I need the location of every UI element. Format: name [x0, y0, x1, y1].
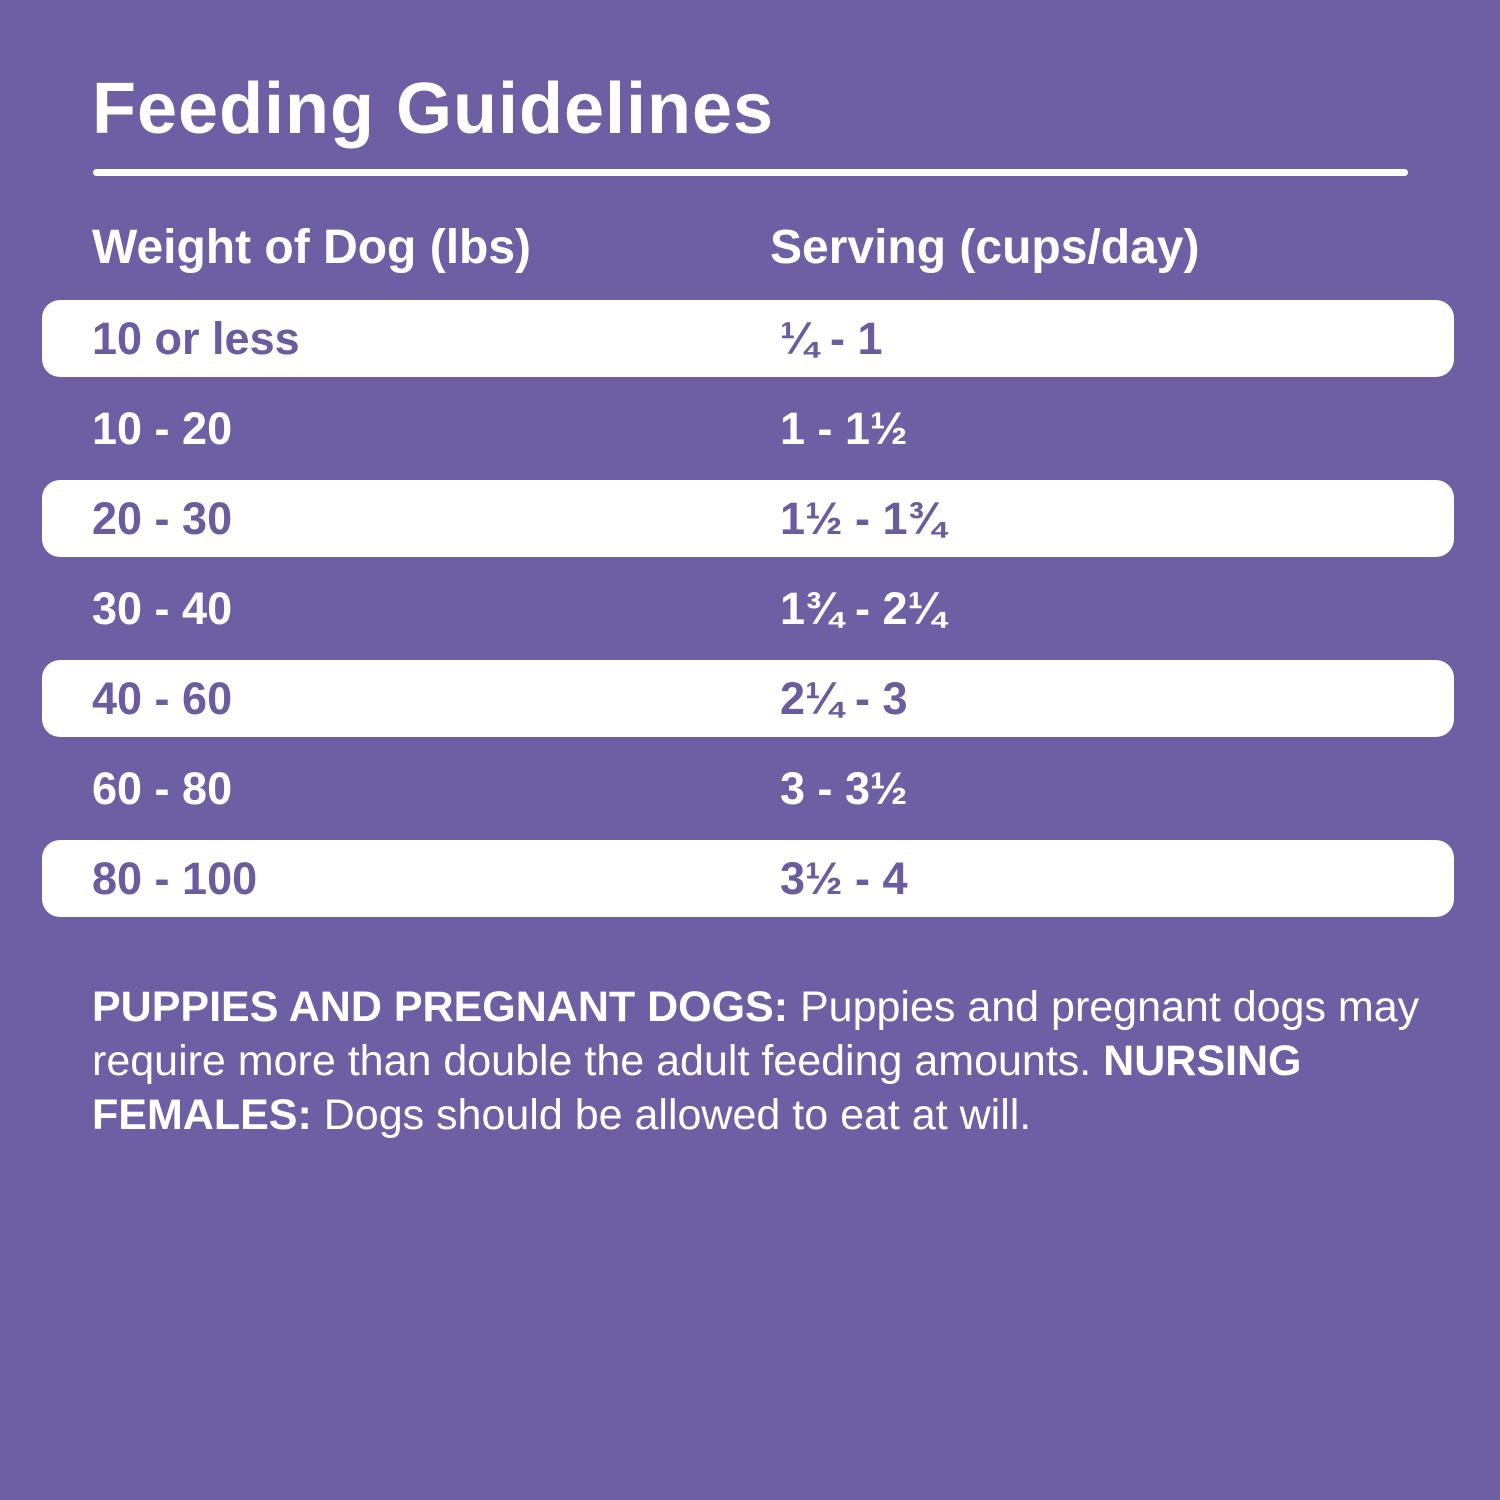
note-heading-nursing: NURSING FEMALES: — [92, 1037, 1302, 1139]
serving-cell: 1½ - 1¾ — [780, 492, 946, 544]
serving-cell: 2¼ - 3 — [780, 672, 908, 724]
table-row: 30 - 40 1¾ - 2¼ — [42, 570, 1454, 647]
serving-cell: 3½ - 4 — [780, 852, 908, 904]
weight-cell: 40 - 60 — [92, 672, 233, 724]
weight-cell: 20 - 30 — [92, 492, 233, 544]
serving-cell: 1¾ - 2¼ — [780, 582, 946, 634]
column-header-serving: Serving (cups/day) — [770, 221, 1200, 274]
feeding-table: 10 or less ¼ - 1 10 - 20 1 - 1½ 20 - 30 … — [42, 300, 1454, 917]
note-text: Dogs should be allowed to eat at will. — [311, 1091, 1032, 1139]
table-row: 10 - 20 1 - 1½ — [42, 390, 1454, 467]
serving-cell: ¼ - 1 — [780, 312, 883, 364]
table-row: 10 or less ¼ - 1 — [42, 300, 1454, 377]
table-row: 60 - 80 3 - 3½ — [42, 750, 1454, 827]
feeding-note: PUPPIES AND PREGNANT DOGS: Puppies and p… — [92, 980, 1422, 1142]
table-row: 40 - 60 2¼ - 3 — [42, 660, 1454, 737]
serving-cell: 3 - 3½ — [780, 762, 908, 814]
weight-cell: 60 - 80 — [92, 762, 233, 814]
table-row: 80 - 100 3½ - 4 — [42, 840, 1454, 917]
weight-cell: 80 - 100 — [92, 852, 258, 904]
weight-cell: 10 - 20 — [92, 402, 233, 454]
note-text: Puppies and pregnant dogs may require mo… — [92, 983, 1420, 1085]
weight-cell: 10 or less — [92, 312, 300, 364]
page-title: Feeding Guidelines — [92, 69, 775, 149]
note-heading-puppies: PUPPIES AND PREGNANT DOGS: — [92, 983, 789, 1031]
weight-cell: 30 - 40 — [92, 582, 233, 634]
serving-cell: 1 - 1½ — [780, 402, 908, 454]
title-underline — [93, 169, 1408, 176]
column-header-weight: Weight of Dog (lbs) — [92, 221, 532, 274]
table-row: 20 - 30 1½ - 1¾ — [42, 480, 1454, 557]
